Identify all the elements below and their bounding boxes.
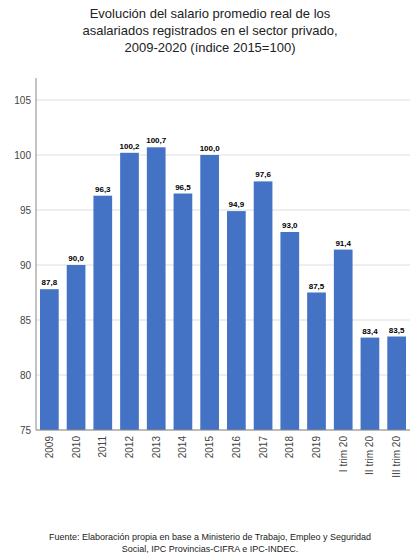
bar — [361, 338, 380, 430]
x-tick-label: 2011 — [97, 436, 108, 458]
chart-title: Evolución del salario promedio real de l… — [82, 6, 337, 55]
bar — [147, 147, 166, 430]
chart-svg: Evolución del salario promedio real de l… — [0, 0, 420, 560]
title-line: Evolución del salario promedio real de l… — [90, 6, 331, 21]
bar — [200, 155, 219, 430]
bar — [387, 337, 406, 431]
bar — [93, 196, 112, 430]
x-tick-label: 2012 — [124, 436, 135, 459]
x-tick-label: II trim 20 — [364, 436, 375, 475]
grid-line — [36, 320, 410, 321]
y-tick-label: 95 — [20, 205, 32, 216]
y-tick-label: 90 — [20, 260, 32, 271]
data-label: 100,0 — [200, 144, 221, 153]
grid-line — [36, 265, 410, 266]
y-axis: 75 80 85 90 95 100 105 — [14, 78, 36, 436]
y-axis-line — [36, 78, 37, 430]
y-tick-label: 105 — [14, 95, 31, 106]
x-axis: 2009 2010 2011 2012 2013 2014 2015 2016 2017 2018… — [36, 430, 410, 478]
annotation: Social, IPC Provincias-CIFRA e IPC-INDEC… — [122, 544, 299, 554]
grid-line — [36, 210, 410, 211]
data-label: 93,0 — [282, 221, 298, 230]
x-tick-label: 2013 — [151, 436, 162, 459]
bar — [227, 211, 246, 430]
grid-line — [36, 430, 410, 431]
y-tick-label: 75 — [20, 425, 32, 436]
data-labels: 87,8 90,0 96,3 100,2 100,7 96,5 100,0 94,9 97,6 9… — [42, 136, 405, 335]
data-label: 90,0 — [68, 254, 84, 263]
chart-container: Evolución del salario promedio real de l… — [0, 0, 420, 560]
bar — [307, 293, 326, 431]
data-label: 97,6 — [255, 170, 271, 179]
bar — [40, 289, 59, 430]
grid-line — [36, 155, 410, 156]
x-tick-label: 2009 — [44, 436, 55, 459]
y-tick-label: 85 — [20, 315, 32, 326]
bar — [334, 250, 353, 430]
bars — [40, 147, 406, 430]
footnote: Fuente: Elaboración propia en base a Min… — [49, 532, 371, 554]
data-label: 91,4 — [335, 239, 351, 248]
data-label: 96,5 — [175, 183, 191, 192]
data-label: 83,4 — [362, 327, 378, 336]
x-tick-label: 2010 — [71, 436, 82, 459]
annotation: Fuente: Elaboración propia en base a Min… — [49, 532, 371, 542]
data-label: 83,5 — [389, 326, 405, 335]
grid — [36, 100, 410, 430]
bar — [280, 232, 299, 430]
data-label: 87,8 — [42, 278, 58, 287]
x-tick-label: 2019 — [311, 436, 322, 459]
x-tick-label: III trim 20 — [391, 436, 402, 478]
x-tick-label: 2015 — [204, 436, 215, 459]
title-line: asalariados registrados en el sector pri… — [82, 23, 337, 38]
x-tick-label: 2018 — [284, 436, 295, 459]
x-tick-label: I trim 20 — [338, 436, 349, 473]
data-label: 94,9 — [229, 200, 245, 209]
x-tick-label: 2017 — [258, 436, 269, 459]
bar — [120, 153, 139, 430]
x-tick-label: 2016 — [231, 436, 242, 459]
grid-line — [36, 375, 410, 376]
bar — [254, 181, 273, 430]
data-label: 87,5 — [309, 282, 325, 291]
data-label: 100,2 — [119, 142, 140, 151]
x-tick-label: 2014 — [177, 436, 188, 459]
bar — [67, 265, 86, 430]
bar — [174, 194, 193, 431]
data-label: 96,3 — [95, 185, 111, 194]
x-axis-line — [36, 430, 410, 431]
grid-line — [36, 100, 410, 101]
title-line: 2009-2020 (índice 2015=100) — [125, 40, 296, 55]
y-tick-label: 100 — [14, 150, 31, 161]
y-tick-label: 80 — [20, 370, 32, 381]
data-label: 100,7 — [146, 136, 167, 145]
